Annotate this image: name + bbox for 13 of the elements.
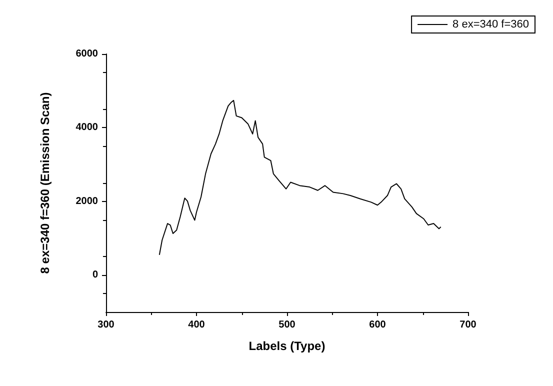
line-series — [158, 100, 442, 256]
x-tick-label: 400 — [188, 320, 206, 330]
x-tick-label: 500 — [278, 320, 296, 330]
x-tick-label: 600 — [369, 320, 386, 330]
x-tick-label: 700 — [460, 320, 477, 330]
x-axis-title: Labels (Type) — [248, 339, 326, 353]
y-tick-label: 6000 — [76, 48, 98, 60]
y-tick-label: 4000 — [76, 122, 98, 134]
x-tick-label: 300 — [98, 320, 115, 330]
legend-label: 8 ex=340 f=360 — [452, 18, 530, 30]
y-tick-label: 0 — [92, 270, 98, 281]
y-tick-label: 2000 — [76, 196, 98, 207]
y-axis-title: 8 ex=340 f=360 (Emission Scan) — [38, 92, 52, 274]
